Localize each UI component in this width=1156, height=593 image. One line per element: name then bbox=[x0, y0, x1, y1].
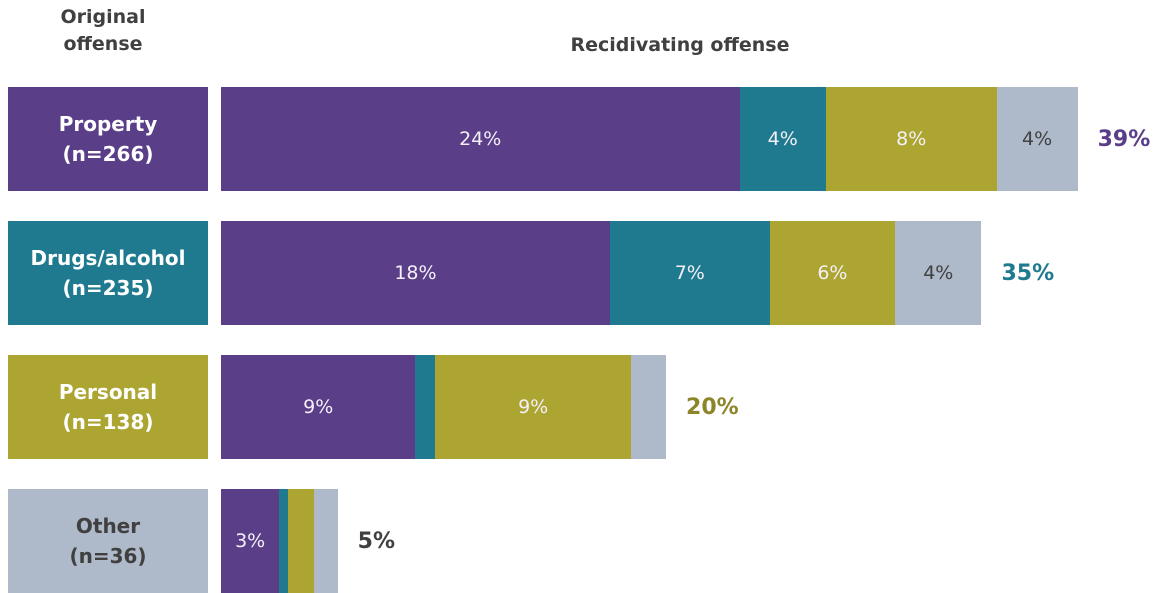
bar-segment: 4% bbox=[895, 221, 982, 325]
category-label: Personal (n=138) bbox=[8, 355, 208, 459]
bar-segment: 4% bbox=[739, 87, 826, 191]
bar-segment: 9% bbox=[221, 355, 416, 459]
category-label: Property (n=266) bbox=[8, 87, 208, 191]
bar-segment bbox=[279, 489, 288, 593]
total-label: 35% bbox=[1001, 260, 1055, 286]
total-label: 5% bbox=[357, 528, 396, 554]
bar-segment: 9% bbox=[434, 355, 632, 459]
bar-segment bbox=[287, 489, 314, 593]
bar-segment bbox=[631, 355, 667, 459]
bar-segment: 24% bbox=[221, 87, 740, 191]
value-label: 7% bbox=[674, 262, 705, 284]
value-label: 6% bbox=[817, 262, 848, 284]
value-label: 4% bbox=[1022, 128, 1053, 150]
bar-segment bbox=[313, 489, 338, 593]
bar-segment: 3% bbox=[221, 489, 280, 593]
bar-segment: 6% bbox=[769, 221, 896, 325]
bar-segment: 7% bbox=[609, 221, 770, 325]
value-label: 24% bbox=[459, 128, 502, 150]
bar-segment: 4% bbox=[996, 87, 1078, 191]
value-label: 3% bbox=[235, 530, 266, 552]
bar-segment: 18% bbox=[221, 221, 610, 325]
category-label: Other (n=36) bbox=[8, 489, 208, 593]
total-label: 39% bbox=[1097, 126, 1151, 152]
category-label: Drugs/alcohol (n=235) bbox=[8, 221, 208, 325]
value-label: 8% bbox=[896, 128, 927, 150]
value-label: 18% bbox=[394, 262, 437, 284]
value-label: 4% bbox=[923, 262, 954, 284]
value-label: 4% bbox=[767, 128, 798, 150]
total-label: 20% bbox=[686, 394, 739, 420]
value-label: 9% bbox=[303, 396, 334, 418]
y-axis-label: Original offense bbox=[60, 6, 146, 55]
bar-segment: 8% bbox=[825, 87, 997, 191]
x-axis-label: Recidivating offense bbox=[570, 34, 790, 56]
bar-segment bbox=[415, 355, 435, 459]
value-label: 9% bbox=[518, 396, 549, 418]
